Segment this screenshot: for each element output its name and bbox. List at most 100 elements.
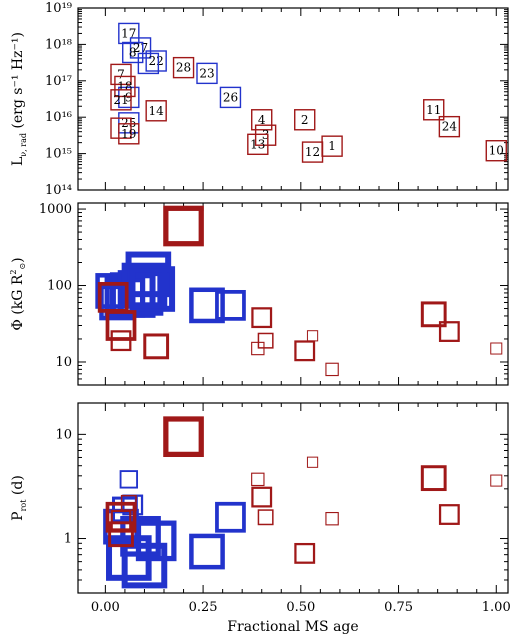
y-tick-label: 10 — [55, 355, 72, 370]
data-point — [251, 341, 265, 356]
data-point-label: 10 — [489, 144, 504, 158]
data-point — [110, 509, 132, 531]
data-point — [325, 511, 339, 526]
data-point — [420, 301, 447, 328]
data-point-label: 13 — [250, 137, 265, 151]
data-point — [294, 542, 316, 564]
plot-frame — [77, 7, 509, 191]
data-point — [120, 494, 137, 511]
data-point — [118, 86, 140, 109]
data-point — [254, 124, 277, 146]
data-point — [257, 509, 274, 526]
data-point-label: 1 — [328, 139, 336, 153]
plot-frame — [77, 402, 509, 594]
data-point — [306, 330, 319, 342]
data-point — [110, 117, 132, 139]
y-tick-label: 1000 — [39, 202, 72, 217]
data-point — [114, 75, 136, 98]
data-point — [219, 86, 242, 109]
data-point-label: 19 — [121, 127, 136, 141]
y-tick-label: 10 — [55, 427, 72, 442]
data-point — [306, 456, 319, 468]
data-point — [215, 289, 246, 321]
data-point-label: 2 — [301, 113, 309, 127]
data-point — [129, 37, 152, 59]
data-point — [108, 521, 134, 548]
data-point-label: 14 — [149, 104, 165, 118]
data-point — [247, 133, 269, 156]
y-tick-label: 10¹⁶ — [45, 110, 72, 125]
data-point-label: 4 — [258, 113, 266, 127]
data-point-label: 9 — [125, 90, 133, 104]
data-point — [294, 340, 316, 362]
data-point — [423, 99, 445, 121]
data-point — [163, 416, 204, 458]
x-tick-label: 0.50 — [286, 600, 315, 615]
data-point-label: 23 — [199, 66, 214, 80]
data-point-label: 7 — [117, 67, 125, 81]
data-point — [196, 62, 218, 85]
data-point-label: 18 — [117, 79, 132, 93]
data-point-label: 24 — [442, 120, 458, 134]
data-marks — [103, 416, 503, 589]
data-point — [215, 501, 246, 533]
data-point — [105, 310, 137, 341]
data-point — [119, 470, 139, 489]
data-point — [438, 321, 460, 342]
data-point-label: 22 — [149, 54, 164, 68]
x-tick-label: 0.75 — [384, 600, 413, 615]
data-point — [125, 251, 172, 298]
y-tick-label: 10¹⁷ — [45, 74, 72, 89]
panel-middle: 10 100 1000 Φ (kG R2⊙) — [9, 202, 509, 386]
y-axis-title: Φ (kG R2⊙) — [9, 257, 27, 330]
data-point — [321, 135, 343, 157]
data-point — [145, 100, 167, 122]
data-point-label: 27 — [133, 41, 148, 55]
data-point — [251, 109, 273, 131]
x-tick-label: 0.25 — [189, 600, 218, 615]
x-tick-label: 1.00 — [482, 600, 511, 615]
data-point — [251, 472, 265, 487]
data-point — [137, 52, 160, 75]
data-point — [485, 140, 507, 162]
x-axis-title: Fractional MS age — [227, 619, 358, 635]
data-point-label: 28 — [176, 61, 191, 75]
data-point — [163, 205, 204, 247]
y-tick-label: 1 — [64, 532, 72, 547]
y-axis-title: Prot (d) — [10, 475, 28, 521]
data-point-label: 17 — [121, 26, 136, 40]
data-point — [257, 332, 274, 349]
data-point — [110, 63, 132, 86]
data-point — [129, 266, 176, 312]
data-marks — [95, 205, 503, 377]
data-point-label: 26 — [223, 90, 238, 104]
data-point — [251, 307, 273, 329]
plot-frame — [77, 202, 509, 386]
data-point — [145, 50, 167, 72]
data-point — [490, 474, 503, 487]
data-point — [251, 486, 273, 508]
data-point — [110, 89, 132, 111]
data-point — [110, 330, 132, 352]
data-point — [121, 542, 168, 589]
data-point-label: 12 — [305, 145, 320, 159]
y-axis-title: Lν, rad (erg s⁻¹ Hz⁻¹) — [10, 32, 28, 166]
y-tick-label: 100 — [47, 279, 72, 294]
data-point — [420, 465, 447, 492]
data-point — [189, 287, 225, 324]
data-point — [325, 362, 339, 377]
data-point-label: 21 — [113, 93, 128, 107]
data-point — [118, 112, 140, 134]
data-point — [118, 22, 140, 45]
data-point-label: 8 — [129, 45, 137, 59]
data-point — [172, 56, 195, 79]
y-tick-label: 10¹⁵ — [45, 147, 72, 162]
data-point — [189, 533, 225, 570]
data-point — [143, 333, 170, 360]
data-point — [294, 109, 316, 131]
panel-bottom: 1 10 0.00 0.25 0.50 0.75 1.00 Fractional MS age… — [10, 402, 511, 635]
y-tick-label: 10¹⁸ — [45, 37, 72, 52]
data-point-label: 25 — [121, 116, 136, 130]
